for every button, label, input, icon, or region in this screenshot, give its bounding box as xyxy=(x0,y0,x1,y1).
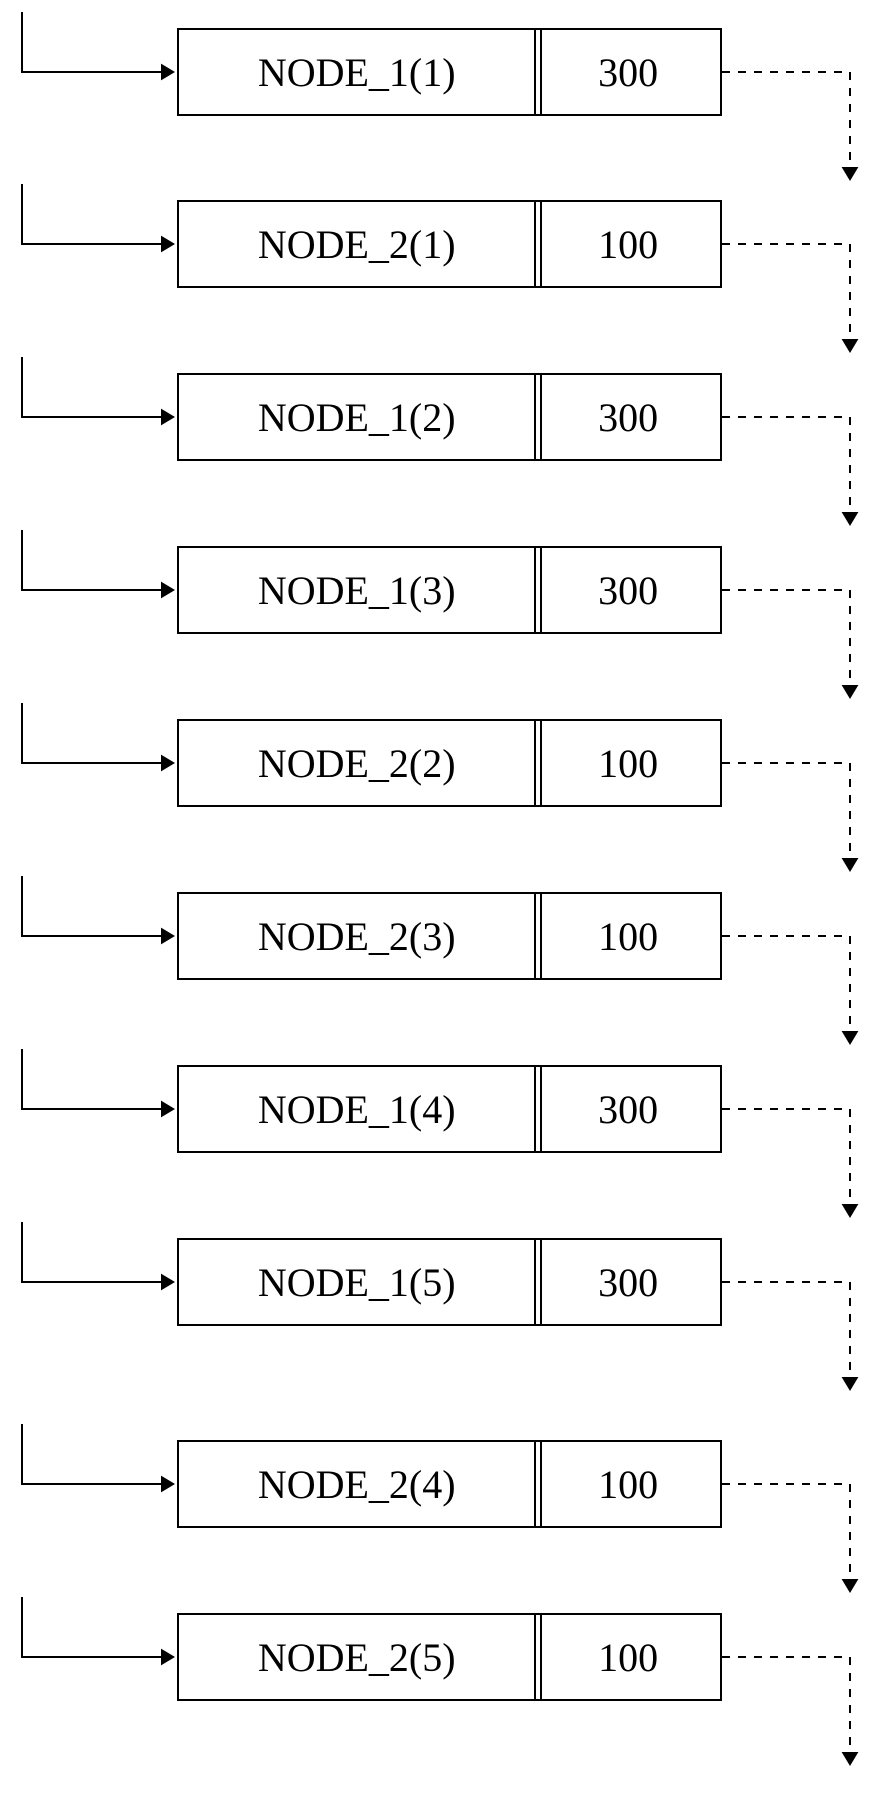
node-label: NODE_2(2) xyxy=(179,721,536,805)
node-box: NODE_1(2)300 xyxy=(177,373,722,461)
node-row: NODE_1(2)300 xyxy=(0,373,890,546)
node-row: NODE_1(1)300 xyxy=(0,28,890,201)
node-box: NODE_2(2)100 xyxy=(177,719,722,807)
node-label: NODE_2(5) xyxy=(179,1615,536,1699)
node-label: NODE_2(4) xyxy=(179,1442,536,1526)
node-value: 300 xyxy=(536,375,720,459)
node-row: NODE_1(3)300 xyxy=(0,546,890,719)
node-label: NODE_1(1) xyxy=(179,30,536,114)
node-value: 100 xyxy=(536,894,720,978)
node-box: NODE_1(3)300 xyxy=(177,546,722,634)
node-value: 100 xyxy=(536,202,720,286)
node-row: NODE_1(4)300 xyxy=(0,1065,890,1238)
node-label: NODE_1(5) xyxy=(179,1240,536,1324)
node-label: NODE_1(2) xyxy=(179,375,536,459)
node-row: NODE_2(1)100 xyxy=(0,200,890,373)
node-label: NODE_1(3) xyxy=(179,548,536,632)
node-value: 300 xyxy=(536,548,720,632)
node-row: NODE_2(4)100 xyxy=(0,1440,890,1613)
node-box: NODE_2(1)100 xyxy=(177,200,722,288)
diagram-canvas: NODE_1(1)300 NODE_2(1)100 NODE_1(2)300 N… xyxy=(0,0,890,1785)
node-label: NODE_2(1) xyxy=(179,202,536,286)
node-box: NODE_1(4)300 xyxy=(177,1065,722,1153)
node-box: NODE_2(5)100 xyxy=(177,1613,722,1701)
node-row: NODE_1(5)300 xyxy=(0,1238,890,1411)
node-label: NODE_2(3) xyxy=(179,894,536,978)
node-value: 300 xyxy=(536,1067,720,1151)
node-row: NODE_2(3)100 xyxy=(0,892,890,1065)
node-box: NODE_1(1)300 xyxy=(177,28,722,116)
node-box: NODE_2(3)100 xyxy=(177,892,722,980)
node-label: NODE_1(4) xyxy=(179,1067,536,1151)
node-value: 300 xyxy=(536,30,720,114)
node-box: NODE_1(5)300 xyxy=(177,1238,722,1326)
node-value: 300 xyxy=(536,1240,720,1324)
node-row: NODE_2(5)100 xyxy=(0,1613,890,1786)
node-value: 100 xyxy=(536,1615,720,1699)
node-value: 100 xyxy=(536,1442,720,1526)
node-row: NODE_2(2)100 xyxy=(0,719,890,892)
node-value: 100 xyxy=(536,721,720,805)
node-box: NODE_2(4)100 xyxy=(177,1440,722,1528)
